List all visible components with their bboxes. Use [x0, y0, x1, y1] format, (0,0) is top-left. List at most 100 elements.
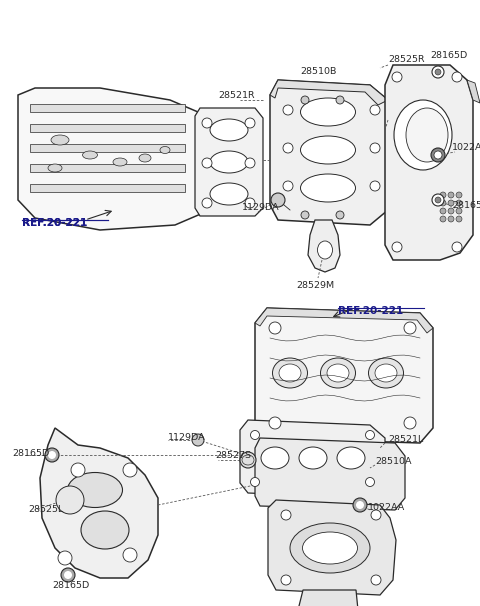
Circle shape — [456, 200, 462, 206]
Circle shape — [240, 452, 256, 468]
Text: 28165D: 28165D — [12, 448, 49, 458]
Circle shape — [123, 463, 137, 477]
Circle shape — [448, 200, 454, 206]
Circle shape — [440, 208, 446, 214]
Circle shape — [283, 181, 293, 191]
Polygon shape — [255, 308, 433, 443]
Ellipse shape — [300, 174, 356, 202]
Ellipse shape — [51, 135, 69, 145]
Polygon shape — [467, 80, 480, 103]
Circle shape — [392, 72, 402, 82]
Circle shape — [456, 192, 462, 198]
Polygon shape — [268, 500, 396, 595]
Ellipse shape — [321, 358, 356, 388]
Ellipse shape — [139, 154, 151, 162]
Text: 28521R: 28521R — [218, 92, 254, 101]
Circle shape — [432, 194, 444, 206]
Circle shape — [365, 430, 374, 439]
Circle shape — [202, 198, 212, 208]
Ellipse shape — [302, 532, 358, 564]
Text: REF.20-221: REF.20-221 — [338, 306, 403, 316]
Circle shape — [251, 478, 260, 487]
Circle shape — [281, 575, 291, 585]
Ellipse shape — [279, 364, 301, 382]
Text: 28525R: 28525R — [388, 56, 425, 64]
Polygon shape — [195, 108, 263, 216]
Ellipse shape — [261, 447, 289, 469]
Ellipse shape — [406, 108, 448, 162]
Polygon shape — [296, 590, 360, 606]
Circle shape — [58, 551, 72, 565]
Circle shape — [123, 548, 137, 562]
Circle shape — [435, 197, 441, 203]
Polygon shape — [255, 308, 433, 333]
Circle shape — [45, 448, 59, 462]
Circle shape — [301, 211, 309, 219]
Circle shape — [64, 571, 72, 579]
Circle shape — [192, 434, 204, 446]
Circle shape — [371, 510, 381, 520]
Polygon shape — [308, 220, 340, 272]
Polygon shape — [30, 184, 185, 192]
Ellipse shape — [210, 119, 248, 141]
Text: 28165D: 28165D — [52, 582, 89, 590]
Text: 1022AA: 1022AA — [452, 144, 480, 153]
Ellipse shape — [337, 447, 365, 469]
Polygon shape — [30, 144, 185, 152]
Circle shape — [202, 118, 212, 128]
Ellipse shape — [375, 364, 397, 382]
Circle shape — [202, 158, 212, 168]
Text: REF.20-221: REF.20-221 — [22, 218, 87, 228]
Polygon shape — [30, 164, 185, 172]
Circle shape — [336, 96, 344, 104]
Ellipse shape — [68, 473, 122, 507]
Text: 1129DA: 1129DA — [242, 204, 280, 213]
Circle shape — [71, 463, 85, 477]
Circle shape — [448, 192, 454, 198]
Circle shape — [281, 510, 291, 520]
Circle shape — [370, 105, 380, 115]
Circle shape — [435, 69, 441, 75]
Text: 28510A: 28510A — [375, 458, 411, 467]
Ellipse shape — [394, 100, 452, 170]
Polygon shape — [385, 65, 473, 260]
Circle shape — [452, 242, 462, 252]
Circle shape — [271, 193, 285, 207]
Circle shape — [456, 208, 462, 214]
Polygon shape — [30, 104, 185, 112]
Circle shape — [440, 192, 446, 198]
Circle shape — [370, 143, 380, 153]
Text: 28510B: 28510B — [300, 67, 336, 76]
Circle shape — [404, 417, 416, 429]
Circle shape — [432, 66, 444, 78]
Ellipse shape — [369, 358, 404, 388]
Circle shape — [61, 568, 75, 582]
Circle shape — [245, 158, 255, 168]
Ellipse shape — [83, 151, 97, 159]
Polygon shape — [270, 80, 388, 105]
Polygon shape — [40, 428, 158, 578]
Circle shape — [431, 148, 445, 162]
Polygon shape — [270, 80, 388, 225]
Circle shape — [440, 216, 446, 222]
Circle shape — [269, 417, 281, 429]
Circle shape — [283, 143, 293, 153]
Ellipse shape — [300, 98, 356, 126]
Ellipse shape — [210, 151, 248, 173]
Ellipse shape — [299, 447, 327, 469]
Ellipse shape — [48, 164, 62, 172]
Polygon shape — [240, 420, 385, 498]
Circle shape — [245, 118, 255, 128]
Text: 28525L: 28525L — [28, 505, 63, 514]
Polygon shape — [18, 88, 215, 230]
Ellipse shape — [81, 511, 129, 549]
Circle shape — [370, 181, 380, 191]
Circle shape — [356, 501, 364, 509]
Polygon shape — [30, 124, 185, 132]
Ellipse shape — [327, 364, 349, 382]
Circle shape — [434, 151, 442, 159]
Circle shape — [392, 242, 402, 252]
Circle shape — [301, 96, 309, 104]
Circle shape — [452, 72, 462, 82]
Circle shape — [56, 486, 84, 514]
